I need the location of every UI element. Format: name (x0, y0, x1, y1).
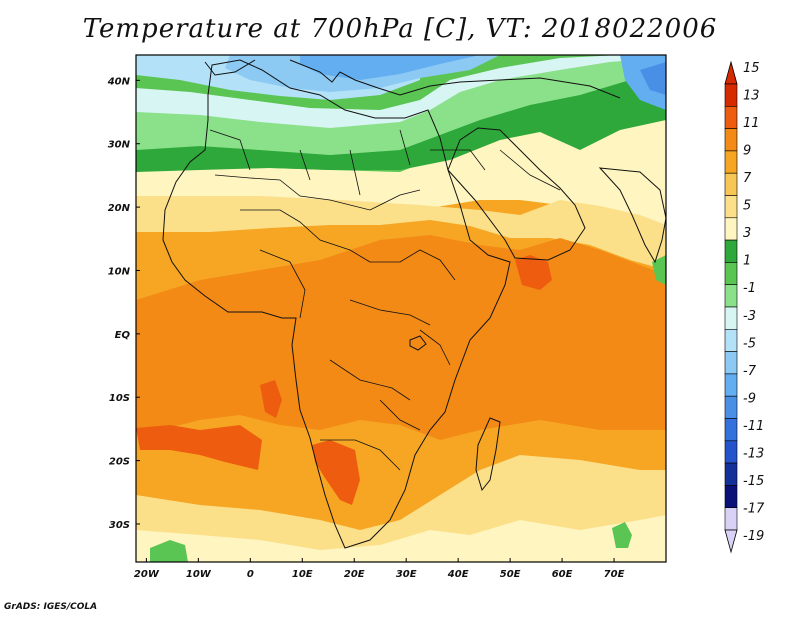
colorbar-swatch (724, 507, 738, 531)
longitude-axis: 20W 10W 0 10E 20E 30E 40E 50E 60E 70E (134, 558, 625, 580)
colorbar-swatch (724, 128, 738, 152)
band-red-atlantic (260, 380, 282, 418)
colorbar-level-label: -5 (743, 336, 756, 351)
band-green-east-edge (652, 255, 666, 285)
colorbar-level-label: -17 (743, 501, 765, 516)
colorbar-level-label: 3 (743, 226, 751, 241)
lon-tick-label: 30E (396, 569, 417, 580)
temperature-field (136, 55, 666, 562)
colorbar-swatch (724, 373, 738, 397)
lon-tick-label: 60E (552, 569, 573, 580)
lat-tick-label: 10S (109, 393, 130, 404)
band-green-south-west (150, 540, 188, 562)
colorbar-level-label: 5 (743, 199, 751, 214)
colorbar-legend: 15 13 11 9 7 5 3 1 -1 -3 -5 -7 -9 -11 -13 -15 -17 -19 (724, 60, 765, 554)
colorbar-swatch (724, 351, 738, 375)
coastlines (162, 59, 667, 549)
colorbar-swatch (724, 440, 738, 464)
africa-coastline (162, 59, 511, 549)
lon-tick-label: 40E (447, 569, 469, 580)
band-red-south-africa (312, 440, 360, 505)
lat-tick-label: 30N (108, 140, 131, 151)
map-frame (135, 54, 667, 563)
colorbar-swatch (724, 462, 738, 486)
lon-tick-label: 20W (134, 569, 160, 580)
colorbar-swatch (724, 106, 738, 129)
colorbar-level-label: 9 (743, 144, 751, 159)
colorbar-swatch (724, 172, 738, 196)
colorbar-swatch (724, 83, 738, 107)
colorbar-swatch (724, 328, 738, 352)
lat-tick-label: 20S (109, 457, 130, 468)
lake-victoria (409, 335, 427, 351)
europe-coastline (204, 59, 621, 99)
colorbar-level-label: 15 (743, 61, 760, 76)
colorbar-bottom-arrow (724, 529, 738, 554)
colorbar-level-label: -7 (743, 364, 757, 379)
band-green-south-east (612, 522, 632, 548)
lat-tick-label: 40N (107, 76, 131, 87)
lon-tick-label: 20E (344, 569, 365, 580)
colorbar-level-label: -1 (743, 281, 756, 296)
latitude-axis: 40N 30N 20N 10N EQ 10S 20S 30S (107, 76, 140, 531)
lon-tick-label: 10W (186, 569, 212, 580)
colorbar-level-label: -9 (743, 391, 756, 406)
colorbar-level-label: -15 (743, 474, 764, 489)
colorbar-swatch (724, 217, 738, 241)
band-mid-blue (300, 55, 480, 80)
colorbar-swatch (724, 418, 738, 442)
colorbar-level-label: 11 (743, 116, 760, 131)
colorbar-swatch (724, 485, 738, 508)
lat-tick-label: EQ (115, 330, 131, 341)
india-coastline (598, 167, 667, 264)
lon-tick-label: 0 (247, 569, 254, 580)
colorbar-level-label: 7 (743, 171, 752, 186)
colorbar-swatch (724, 284, 738, 308)
chart-title: Temperature at 700hPa [C], VT: 201802200… (82, 14, 718, 44)
lat-tick-label: 10N (108, 266, 131, 277)
borders (209, 129, 561, 471)
lat-tick-label: 30S (109, 520, 130, 531)
lat-tick-label: 20N (108, 203, 131, 214)
colorbar-level-label: -3 (743, 309, 756, 324)
colorbar-level-label: -19 (743, 529, 764, 544)
colorbar-swatch (724, 306, 738, 330)
colorbar-level-label: -11 (743, 419, 764, 434)
lon-tick-label: 70E (604, 569, 625, 580)
colorbar-swatch (724, 395, 738, 419)
colorbar-swatch (724, 195, 738, 219)
colorbar-swatch (724, 262, 738, 285)
lon-tick-label: 50E (500, 569, 521, 580)
band-mint (136, 58, 666, 155)
colorbar-level-label: 1 (743, 254, 751, 269)
colorbar-level-label: -13 (743, 446, 764, 461)
colorbar-level-label: 13 (743, 89, 760, 104)
band-pale-cyan (136, 55, 666, 128)
colorbar-swatch (724, 239, 738, 263)
credit-label: GrADS: IGES/COLA (4, 602, 98, 612)
band-red-horn (515, 255, 552, 290)
madagascar-coastline (475, 417, 501, 492)
band-deep-blue-east (640, 62, 666, 95)
band-light-south (136, 515, 666, 562)
lon-tick-label: 10E (292, 569, 313, 580)
band-red-west (136, 425, 262, 470)
band-yellow-sahel (136, 196, 666, 270)
colorbar-swatch (724, 150, 738, 174)
arabia-coastline (447, 127, 586, 261)
colorbar-top-arrow (724, 60, 738, 85)
